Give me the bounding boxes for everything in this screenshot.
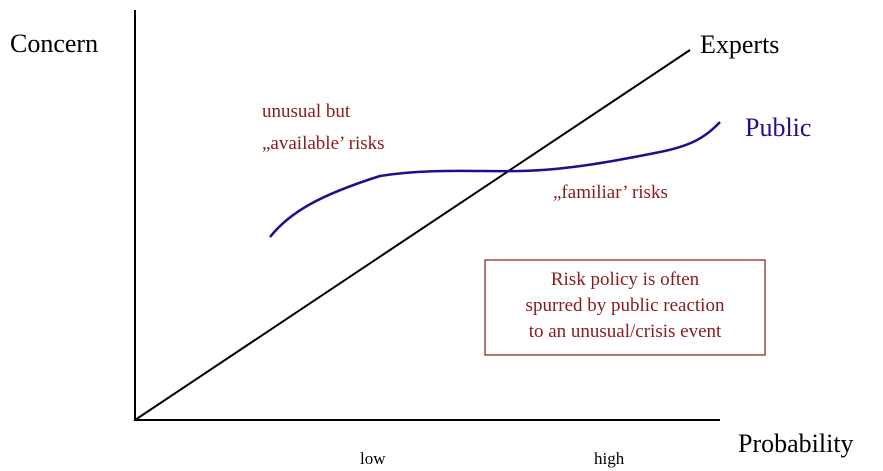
y-axis-label: Concern (10, 29, 98, 58)
x-low-label: low (360, 449, 386, 468)
annotation: „available’ risks (262, 133, 385, 154)
annotation: unusual but (262, 101, 351, 122)
x-high-label: high (594, 449, 625, 468)
x-axis-label: Probability (738, 429, 854, 458)
experts-label: Experts (700, 30, 779, 59)
public-label: Public (745, 113, 811, 142)
box-text: to an unusual/crisis event (529, 321, 722, 342)
policy-box (484, 259, 766, 356)
experts-line (134, 49, 691, 421)
public-curve (269, 121, 721, 238)
box-text: Risk policy is often (551, 269, 700, 290)
annotation: „familiar’ risks (553, 182, 668, 203)
box-text: spurred by public reaction (526, 295, 725, 316)
